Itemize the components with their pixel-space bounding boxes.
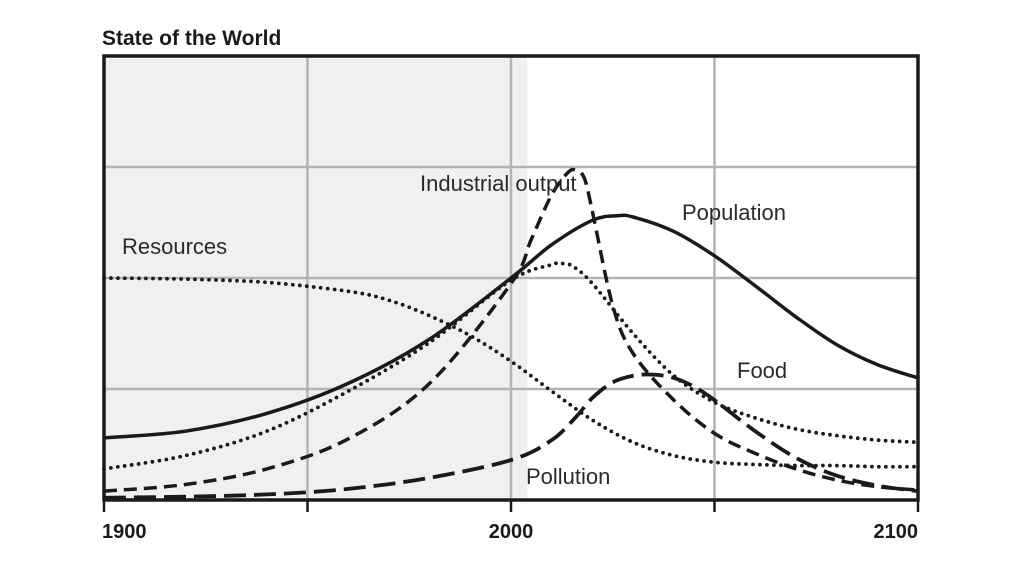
x-tick-label-2100: 2100 bbox=[874, 521, 919, 543]
x-axis-ticks bbox=[102, 500, 920, 512]
series-line-population bbox=[102, 213, 920, 440]
series-label-pollution: Pollution bbox=[526, 464, 610, 489]
series-lines bbox=[102, 167, 920, 500]
series-label-population: Population bbox=[682, 200, 786, 225]
series-line-industrial-output bbox=[103, 167, 919, 493]
series-line-pollution bbox=[103, 372, 919, 500]
series-line-food bbox=[102, 261, 920, 471]
chart-title: State of the World bbox=[102, 27, 281, 50]
series-line-resources bbox=[102, 276, 920, 469]
x-tick-label-1900: 1900 bbox=[102, 521, 147, 543]
series-label-industrial-output: Industrial output bbox=[420, 171, 577, 196]
series-label-food: Food bbox=[737, 358, 787, 383]
series-label-resources: Resources bbox=[122, 234, 227, 259]
x-tick-label-2000: 2000 bbox=[489, 521, 534, 543]
